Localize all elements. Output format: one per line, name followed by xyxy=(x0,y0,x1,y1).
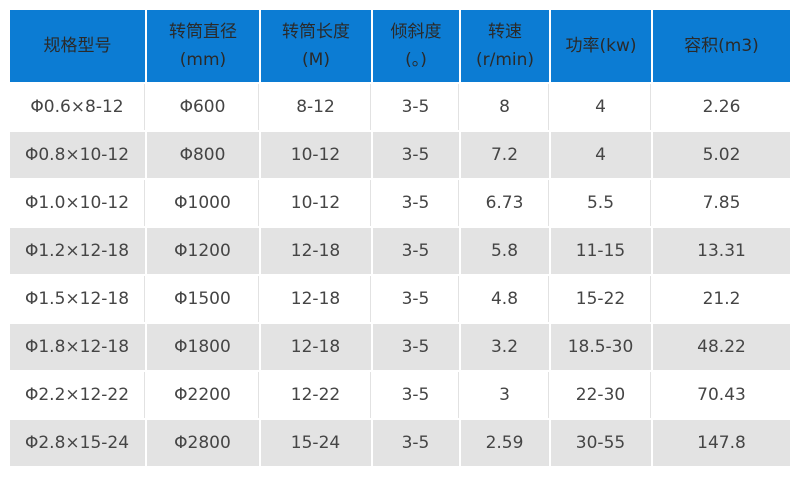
column-header-line: 转筒长度 xyxy=(282,22,350,42)
table-cell: Φ2.8×15-24 xyxy=(10,420,145,466)
table-cell: 3 xyxy=(461,372,549,418)
table-cell: Φ1000 xyxy=(147,180,259,226)
table-cell: 3-5 xyxy=(373,132,459,178)
column-header-line: 容积(m3) xyxy=(684,36,759,56)
table-row: Φ0.6×8-12 Φ600 8-12 3-5 8 4 2.26 xyxy=(10,84,790,130)
table-cell: 147.8 xyxy=(653,420,790,466)
table-row: Φ0.8×10-12 Φ800 10-12 3-5 7.2 4 5.02 xyxy=(10,132,790,178)
table-cell: 3-5 xyxy=(373,324,459,370)
table-cell: Φ2200 xyxy=(147,372,259,418)
table-cell: 3-5 xyxy=(373,372,459,418)
table-cell: Φ2.2×12-22 xyxy=(10,372,145,418)
table-cell: 4 xyxy=(551,132,651,178)
table-cell: 48.22 xyxy=(653,324,790,370)
table-cell: Φ1.5×12-18 xyxy=(10,276,145,322)
table-row: Φ1.8×12-18 Φ1800 12-18 3-5 3.2 18.5-30 48.22 xyxy=(10,324,790,370)
table-cell: 2.59 xyxy=(461,420,549,466)
table-cell: Φ2800 xyxy=(147,420,259,466)
table-cell: Φ1.8×12-18 xyxy=(10,324,145,370)
table-row: Φ1.2×12-18 Φ1200 12-18 3-5 5.8 11-15 13.31 xyxy=(10,228,790,274)
table-cell: 18.5-30 xyxy=(551,324,651,370)
table-cell: Φ0.6×8-12 xyxy=(10,84,145,130)
column-header-line: 规格型号 xyxy=(43,36,112,56)
table-row: Φ2.8×15-24 Φ2800 15-24 3-5 2.59 30-55 147.8 xyxy=(10,420,790,466)
table-cell: 12-18 xyxy=(261,228,371,274)
table-cell: Φ1200 xyxy=(147,228,259,274)
table-cell: 5.02 xyxy=(653,132,790,178)
column-header-line: 转筒直径 xyxy=(169,22,237,42)
column-header-line: 倾斜度 xyxy=(390,22,442,42)
table-cell: 4.8 xyxy=(461,276,549,322)
column-header: 转筒长度 (M) xyxy=(261,10,371,82)
column-header-line: 转速 xyxy=(488,22,522,42)
spec-table: 规格型号 转筒直径 (mm) 转筒长度 (M) 倾斜度 (。) 转速 (r/min) 功率(kw)… xyxy=(8,8,792,468)
table-cell: 7.2 xyxy=(461,132,549,178)
table-row: Φ1.0×10-12 Φ1000 10-12 3-5 6.73 5.5 7.85 xyxy=(10,180,790,226)
table-cell: 7.85 xyxy=(653,180,790,226)
table-cell: 10-12 xyxy=(261,180,371,226)
table-cell: 3.2 xyxy=(461,324,549,370)
table-body: Φ0.6×8-12 Φ600 8-12 3-5 8 4 2.26 Φ0.8×10-12 Φ800… xyxy=(10,84,790,466)
table-cell: 6.73 xyxy=(461,180,549,226)
table-cell: 4 xyxy=(551,84,651,130)
table-cell: Φ1800 xyxy=(147,324,259,370)
column-header: 倾斜度 (。) xyxy=(373,10,459,82)
table-cell: Φ800 xyxy=(147,132,259,178)
table-cell: 3-5 xyxy=(373,228,459,274)
table-cell: 2.26 xyxy=(653,84,790,130)
column-header-line: 功率(kw) xyxy=(565,36,637,56)
table-cell: 70.43 xyxy=(653,372,790,418)
table-cell: 12-22 xyxy=(261,372,371,418)
table-cell: 5.5 xyxy=(551,180,651,226)
column-header: 容积(m3) xyxy=(653,10,790,82)
table-cell: 3-5 xyxy=(373,180,459,226)
table-cell: 8 xyxy=(461,84,549,130)
table-cell: 22-30 xyxy=(551,372,651,418)
column-header: 转筒直径 (mm) xyxy=(147,10,259,82)
table-cell: 15-22 xyxy=(551,276,651,322)
table-cell: 11-15 xyxy=(551,228,651,274)
table-cell: Φ0.8×10-12 xyxy=(10,132,145,178)
column-header-line: (。) xyxy=(405,50,427,70)
column-header: 规格型号 xyxy=(10,10,145,82)
table-row: Φ1.5×12-18 Φ1500 12-18 3-5 4.8 15-22 21.2 xyxy=(10,276,790,322)
column-header-line: (r/min) xyxy=(475,50,535,70)
table-cell: 3-5 xyxy=(373,84,459,130)
table-cell: 5.8 xyxy=(461,228,549,274)
table-cell: 12-18 xyxy=(261,276,371,322)
table-cell: 21.2 xyxy=(653,276,790,322)
table-cell: 10-12 xyxy=(261,132,371,178)
table-cell: 3-5 xyxy=(373,420,459,466)
column-header-line: (mm) xyxy=(179,50,227,70)
header-row: 规格型号 转筒直径 (mm) 转筒长度 (M) 倾斜度 (。) 转速 (r/min) 功率(kw)… xyxy=(10,10,790,82)
column-header: 转速 (r/min) xyxy=(461,10,549,82)
table-cell: Φ1.2×12-18 xyxy=(10,228,145,274)
table-cell: 15-24 xyxy=(261,420,371,466)
table-cell: Φ600 xyxy=(147,84,259,130)
table-cell: 13.31 xyxy=(653,228,790,274)
spec-table-page: 规格型号 转筒直径 (mm) 转筒长度 (M) 倾斜度 (。) 转速 (r/min) 功率(kw)… xyxy=(8,8,792,468)
table-cell: Φ1500 xyxy=(147,276,259,322)
table-cell: 30-55 xyxy=(551,420,651,466)
table-row: Φ2.2×12-22 Φ2200 12-22 3-5 3 22-30 70.43 xyxy=(10,372,790,418)
table-cell: Φ1.0×10-12 xyxy=(10,180,145,226)
table-cell: 12-18 xyxy=(261,324,371,370)
column-header: 功率(kw) xyxy=(551,10,651,82)
table-cell: 8-12 xyxy=(261,84,371,130)
column-header-line: (M) xyxy=(302,50,330,70)
table-cell: 3-5 xyxy=(373,276,459,322)
